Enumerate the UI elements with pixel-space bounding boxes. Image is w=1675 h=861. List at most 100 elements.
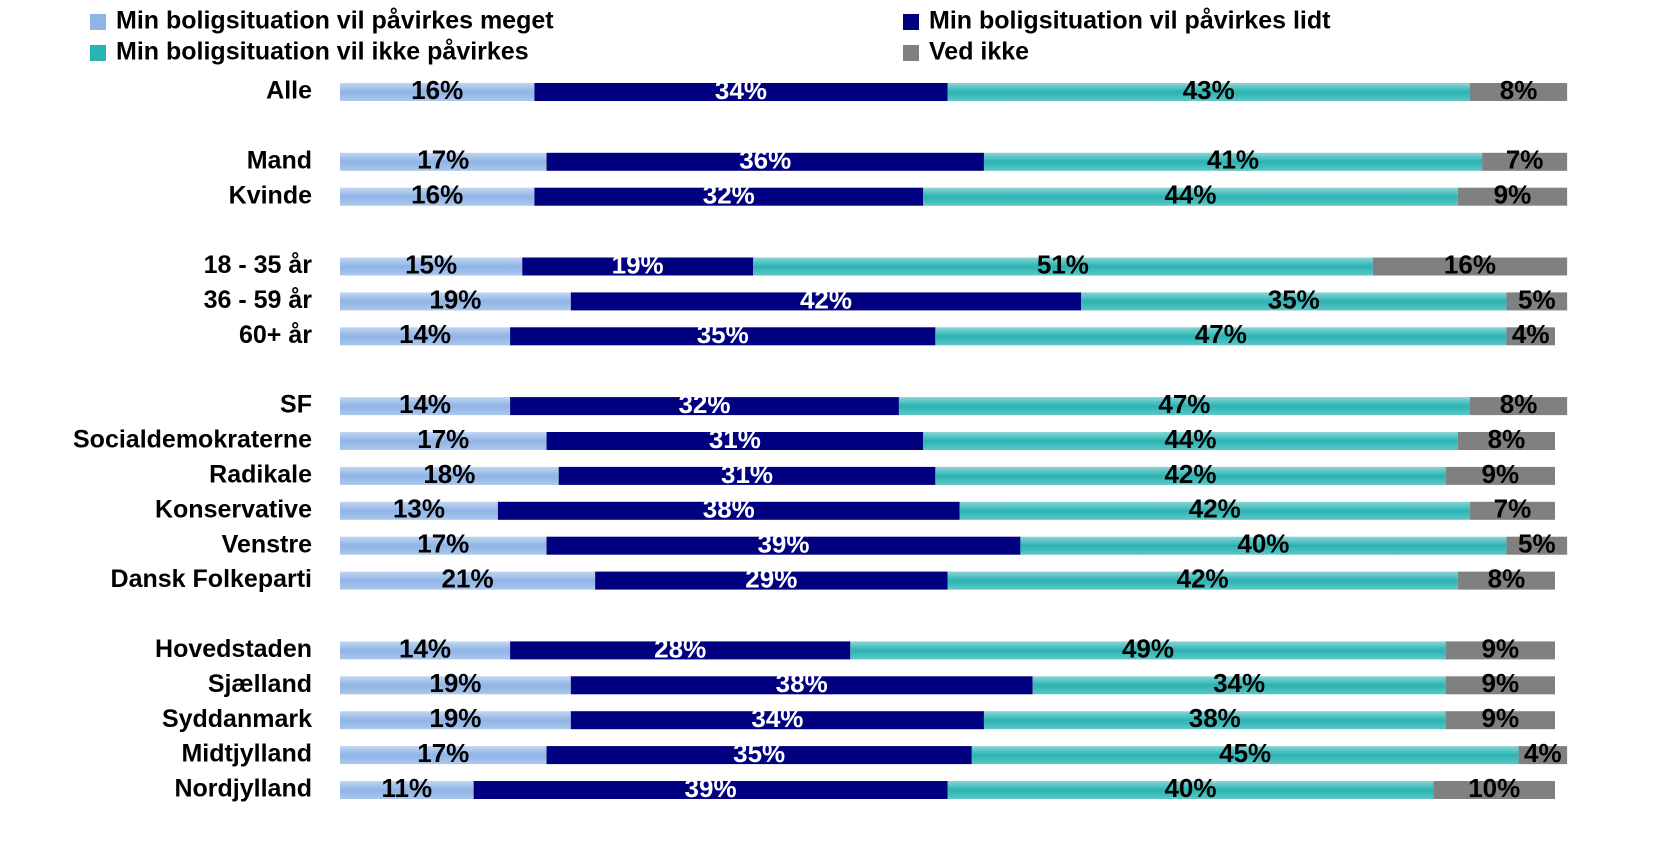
- bar-segment: [534, 83, 948, 101]
- category-label: Sjælland: [208, 670, 312, 698]
- bar-segment: [340, 432, 547, 450]
- bar-segment: [510, 641, 851, 660]
- data-label: 9%: [1482, 703, 1520, 733]
- data-label: 35%: [733, 738, 785, 768]
- legend-swatch: [90, 14, 106, 30]
- bar-segment: [546, 432, 924, 450]
- category-label: Alle: [266, 77, 312, 105]
- bar-segment: [947, 571, 1458, 590]
- bar-segment: [1482, 152, 1568, 171]
- bar-segment: [1433, 781, 1555, 799]
- category-label: Syddanmark: [162, 705, 312, 733]
- data-label: 8%: [1500, 75, 1538, 105]
- legend-label: Min boligsituation vil påvirkes meget: [116, 7, 554, 35]
- data-label: 38%: [703, 494, 755, 524]
- bar-segment: [340, 257, 523, 276]
- legend-swatch: [90, 45, 106, 61]
- data-label: 40%: [1164, 773, 1216, 803]
- data-label: 7%: [1494, 494, 1532, 524]
- bar-segment: [558, 466, 936, 485]
- bar-segment: [340, 327, 511, 346]
- bar-segment: [1372, 257, 1568, 276]
- category-label: SF: [280, 391, 312, 419]
- bar-segment: [570, 292, 1082, 311]
- data-label: 17%: [417, 529, 469, 559]
- data-label: 39%: [685, 773, 737, 803]
- bar-segment: [546, 152, 984, 171]
- data-label: 38%: [1189, 703, 1241, 733]
- bar-segment: [340, 781, 474, 799]
- bar-segment: [340, 83, 535, 101]
- data-label: 47%: [1195, 319, 1247, 349]
- bar-segment: [983, 152, 1483, 171]
- bar-segment: [546, 746, 972, 765]
- bar-segment: [1457, 571, 1555, 590]
- bar-segment: [1032, 676, 1446, 695]
- category-label: 36 - 59 år: [204, 286, 313, 314]
- data-label: 17%: [417, 145, 469, 175]
- bar-segment: [1506, 292, 1568, 311]
- data-label: 51%: [1037, 249, 1089, 279]
- data-label: 36%: [739, 145, 791, 175]
- data-label: 44%: [1164, 180, 1216, 210]
- bar-segment: [959, 501, 1470, 520]
- data-label: 45%: [1219, 738, 1271, 768]
- data-label: 9%: [1494, 180, 1532, 210]
- data-label: 34%: [1213, 668, 1265, 698]
- legend-label: Ved ikke: [929, 38, 1029, 66]
- category-label: Nordjylland: [174, 775, 312, 803]
- data-label: 35%: [1268, 284, 1320, 314]
- category-label: Socialdemokraterne: [73, 426, 312, 454]
- legend-swatch: [903, 14, 919, 30]
- bar-segment: [898, 397, 1470, 416]
- category-label: Radikale: [209, 461, 312, 489]
- bar-segment: [935, 466, 1446, 485]
- data-label: 7%: [1506, 145, 1544, 175]
- data-label: 14%: [399, 319, 451, 349]
- data-label: 4%: [1524, 738, 1562, 768]
- bar-segment: [1469, 501, 1555, 520]
- data-label: 43%: [1183, 75, 1235, 105]
- bar-segment: [340, 501, 498, 520]
- data-label: 9%: [1482, 459, 1520, 489]
- data-label: 9%: [1482, 668, 1520, 698]
- bar-segment: [340, 152, 547, 171]
- category-label: 60+ år: [239, 321, 312, 349]
- bar-segment: [340, 292, 571, 311]
- data-label: 32%: [678, 389, 730, 419]
- legend-label: Min boligsituation vil ikke påvirkes: [116, 38, 529, 66]
- data-label: 34%: [751, 703, 803, 733]
- data-label: 8%: [1500, 389, 1538, 419]
- data-label: 42%: [800, 284, 852, 314]
- bar-segment: [1506, 536, 1568, 555]
- data-label: 49%: [1122, 633, 1174, 663]
- data-label: 5%: [1518, 284, 1556, 314]
- bar-segment: [923, 432, 1458, 450]
- data-label: 8%: [1488, 563, 1526, 593]
- data-label: 16%: [1444, 249, 1496, 279]
- bar-segment: [850, 641, 1446, 660]
- bar-segment: [546, 536, 1021, 555]
- data-label: 18%: [423, 459, 475, 489]
- data-label: 34%: [715, 75, 767, 105]
- data-label: 31%: [709, 424, 761, 454]
- legend-swatch: [903, 45, 919, 61]
- category-label: Kvinde: [229, 181, 312, 209]
- bar-segment: [340, 571, 596, 590]
- bar-segment: [595, 571, 948, 590]
- bar-segment: [340, 641, 511, 660]
- bar-segment: [340, 746, 547, 765]
- bar-segment: [753, 257, 1373, 276]
- data-label: 16%: [411, 180, 463, 210]
- data-label: 14%: [399, 389, 451, 419]
- bar-segment: [983, 711, 1446, 730]
- bar-segment: [947, 781, 1434, 799]
- data-label: 39%: [757, 529, 809, 559]
- bar-segment: [1457, 432, 1555, 450]
- data-label: 5%: [1518, 529, 1556, 559]
- data-label: 17%: [417, 738, 469, 768]
- data-label: 15%: [405, 249, 457, 279]
- data-label: 4%: [1512, 319, 1550, 349]
- bar-segment: [971, 746, 1519, 765]
- data-label: 42%: [1189, 494, 1241, 524]
